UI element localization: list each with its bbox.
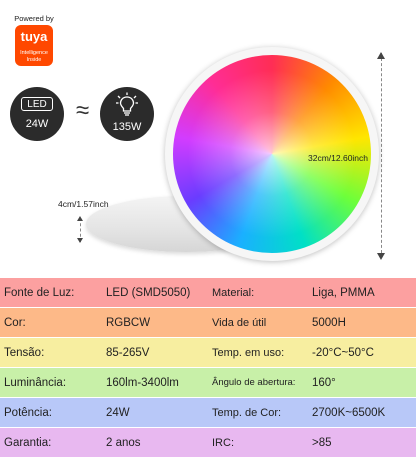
tuya-subtitle-line1: Intelligence xyxy=(20,50,48,56)
spec-label: Temp. de Cor: xyxy=(212,406,282,419)
spec-value: 24W xyxy=(106,406,130,419)
spec-row: Potência: 24W Temp. de Cor: 2700K~6500K xyxy=(0,398,416,428)
spec-value: 85-265V xyxy=(106,346,150,359)
spec-label: Luminância: xyxy=(4,376,67,389)
spec-label: Temp. em uso: xyxy=(212,346,285,359)
spec-row: Tensão: 85-265V Temp. em uso: -20°C~50°C xyxy=(0,338,416,368)
tuya-logo: tuya xyxy=(15,25,53,49)
tuya-subtitle: Intelligence Inside xyxy=(15,49,53,66)
powered-by-text: Powered by xyxy=(14,14,54,23)
spec-row: Garantia: 2 anos IRC: >85 xyxy=(0,428,416,458)
height-dimension-line xyxy=(80,218,82,242)
spec-label: Garantia: xyxy=(4,436,52,449)
bulb-wattage: 135W xyxy=(112,121,142,133)
spec-label: Fonte de Luz: xyxy=(4,286,75,299)
spec-value: 2700K~6500K xyxy=(312,406,386,419)
spec-row: Luminância: 160lm-3400lm Ângulo de abert… xyxy=(0,368,416,398)
spec-row: Cor: RGBCW Vida de útil 5000H xyxy=(0,308,416,338)
height-label: 4cm/1.57inch xyxy=(58,199,109,209)
arrow-down-icon xyxy=(77,238,83,243)
spec-label: Material: xyxy=(212,286,255,299)
led-label: LED xyxy=(21,97,53,111)
diameter-label: 32cm/12.60inch xyxy=(308,153,369,163)
spec-label: Vida de útil xyxy=(212,316,267,329)
diameter-dimension-line xyxy=(381,53,383,258)
arrow-down-icon xyxy=(377,253,385,260)
spec-value: Liga, PMMA xyxy=(312,286,375,299)
spec-table: Fonte de Luz: LED (SMD5050) Material: Li… xyxy=(0,278,416,458)
spec-value: 160lm-3400lm xyxy=(106,376,179,389)
spec-label: Cor: xyxy=(4,316,26,329)
tuya-badge: Powered by tuya Intelligence Inside xyxy=(6,14,62,72)
spec-value: 5000H xyxy=(312,316,346,329)
spec-value: RGBCW xyxy=(106,316,151,329)
led-wattage: 24W xyxy=(25,118,49,130)
lamp-rgb-face xyxy=(173,55,371,253)
led-icon xyxy=(10,87,64,141)
spec-value: 160° xyxy=(312,376,336,389)
spec-label: IRC: xyxy=(212,436,234,449)
spec-label: Potência: xyxy=(4,406,52,419)
spec-value: >85 xyxy=(312,436,332,449)
spec-value: -20°C~50°C xyxy=(312,346,374,359)
spec-value: LED (SMD5050) xyxy=(106,286,191,299)
spec-label: Tensão: xyxy=(4,346,45,359)
arrow-up-icon xyxy=(77,216,83,221)
bulb-badge xyxy=(100,87,154,141)
arrow-up-icon xyxy=(377,52,385,59)
approx-symbol: ≈ xyxy=(76,97,90,124)
spec-label: Ângulo de abertura: xyxy=(212,377,296,388)
spec-row: Fonte de Luz: LED (SMD5050) Material: Li… xyxy=(0,278,416,308)
light-bulb-icon xyxy=(116,92,138,116)
tuya-subtitle-line2: Inside xyxy=(26,57,42,63)
spec-value: 2 anos xyxy=(106,436,141,449)
